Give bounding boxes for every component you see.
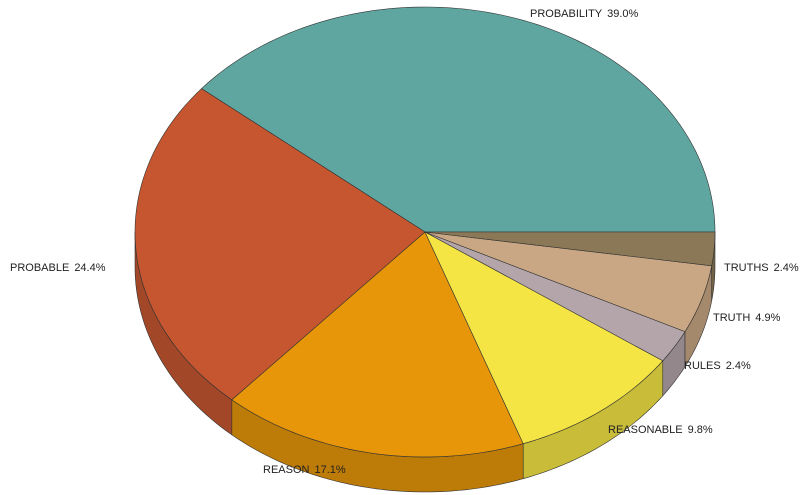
slice-category: TRUTHS: [724, 262, 769, 274]
slice-label: REASONABLE 9.8%: [608, 424, 713, 436]
pie-slice: [424, 231, 713, 332]
slice-value-label: 17.1%: [314, 464, 345, 476]
pie-slice: [424, 231, 716, 267]
pie-slice: [424, 231, 664, 445]
pie-slice: [201, 6, 716, 233]
slice-category: PROBABILITY: [530, 8, 603, 20]
slice-category: REASON: [263, 464, 310, 476]
slice-category: PROBABLE: [10, 262, 69, 274]
slice-label: RULES 2.4%: [684, 360, 751, 372]
slice-label: REASON 17.1%: [263, 464, 346, 476]
slice-category: REASONABLE: [608, 424, 683, 436]
slice-value-label: 39.0%: [607, 8, 638, 20]
pie-slice: [231, 231, 524, 458]
slice-label: PROBABLE 24.4%: [10, 262, 106, 274]
slice-value-label: 4.9%: [755, 312, 780, 324]
slice-value-label: 24.4%: [74, 262, 105, 274]
slice-value-label: 9.8%: [688, 424, 713, 436]
slice-value-label: 2.4%: [726, 360, 751, 372]
pie-slice: [134, 88, 426, 401]
slice-category: RULES: [684, 360, 721, 372]
slice-category: TRUTH: [713, 312, 750, 324]
slice-label: TRUTH 4.9%: [713, 312, 781, 324]
slice-label: TRUTHS 2.4%: [724, 262, 799, 274]
slice-value-label: 2.4%: [774, 262, 799, 274]
pie-slice: [424, 231, 686, 362]
slice-label: PROBABILITY 39.0%: [530, 8, 639, 20]
